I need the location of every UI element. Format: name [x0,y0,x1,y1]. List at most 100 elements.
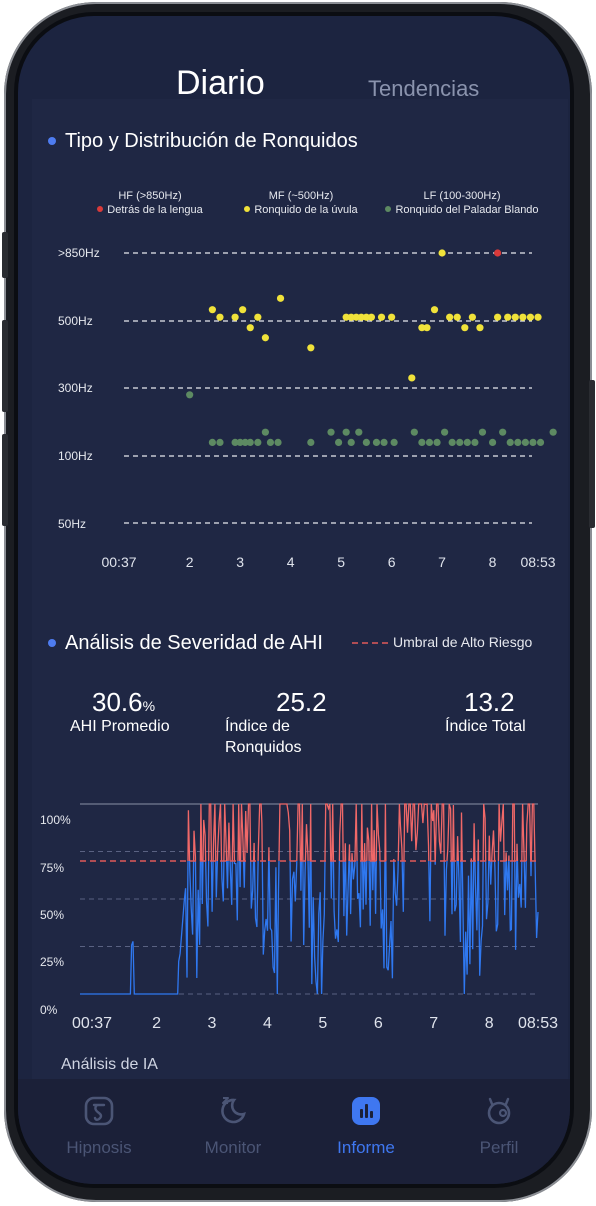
scatter-point [239,306,247,314]
snore-scatter-chart [124,249,557,524]
report-card: Tipo y Distribución de Ronquidos HF (>85… [32,99,568,1079]
scatter-point [327,428,335,436]
hypnosis-icon [84,1096,114,1126]
scatter-point [216,438,224,446]
nav-hypnosis[interactable]: Hipnosis [49,1095,149,1158]
scatter-point [390,438,398,446]
scatter-point [352,313,360,321]
snore-x-tick: 08:53 [520,554,556,570]
scatter-point [307,438,315,446]
scatter-point [418,438,426,446]
scatter-point [357,313,365,321]
scatter-point [438,249,446,257]
ahi-severity-chart [80,803,539,995]
legend-hf-band: HF (>850Hz) [118,190,182,202]
scatter-point [433,438,441,446]
scatter-point [347,313,355,321]
moon-sleep-icon [221,1097,246,1124]
scatter-point [347,438,355,446]
scatter-point [430,306,439,314]
scatter-point [208,306,216,314]
scatter-point [362,438,370,446]
scatter-point [307,344,315,352]
legend-hf-swatch [97,206,104,212]
scatter-point [408,374,416,382]
scatter-point [246,438,254,446]
scatter-point [519,313,527,321]
top-tab-bar: Diario Tendencias [18,46,570,116]
legend-hf: HF (>850Hz) Detrás de la lengua [86,189,214,217]
scatter-point [453,313,461,321]
scatter-point [446,313,454,321]
stat-ahi-avg-label: AHI Promedio [70,718,170,735]
scatter-point [246,324,254,332]
scatter-point [216,313,224,321]
snore-x-tick: 6 [387,554,396,570]
scatter-point [463,438,471,446]
ahi-y-100: 100% [40,813,71,827]
nav-report-label: Informe [337,1138,395,1157]
scatter-point [274,438,282,446]
nav-hypnosis-label: Hipnosis [66,1138,132,1157]
scatter-point [511,313,519,321]
stat-snore-index-label: Índice de Ronquidos [225,718,302,756]
scatter-point [380,438,388,446]
nav-monitor[interactable]: Monitor [183,1095,283,1158]
ahi-series-normal [80,861,539,995]
threshold-legend-label: Umbral de Alto Riesgo [393,634,533,650]
ahi-y-25: 25% [40,955,65,969]
tab-trends[interactable]: Tendencias [368,76,480,101]
legend-mf: MF (~500Hz) Ronquido de la úvula [237,189,365,217]
stat-total-index-value: 13.2 [464,687,515,717]
side-button-volume-up [2,320,8,412]
ahi-y-50: 50% [40,908,65,922]
snore-section-title: Tipo y Distribución de Ronquidos [65,130,358,152]
nav-monitor-label: Monitor [204,1138,262,1157]
scatter-point [377,313,386,321]
freq-label-300: 300Hz [58,381,93,395]
freq-label-850: >850Hz [58,246,100,260]
side-button-power [589,380,595,528]
scatter-point [418,324,426,332]
scatter-point [526,313,535,321]
scatter-point [241,438,249,446]
scatter-point [476,324,484,332]
scatter-point [342,313,350,321]
scatter-point [261,334,269,342]
nav-profile[interactable]: Perfil [449,1095,549,1158]
tab-daily[interactable]: Diario [176,64,265,102]
scatter-point [208,438,216,446]
ai-analysis-label[interactable]: Análisis de IA [61,1056,158,1073]
ahi-x-tick: 8 [484,1015,494,1032]
side-button-volume-down [2,434,8,526]
scatter-point [478,428,487,436]
scatter-point [514,438,522,446]
side-button-action [2,232,8,278]
ahi-x-tick: 7 [429,1015,439,1032]
scatter-point [372,438,381,446]
snore-x-tick: 8 [488,554,497,570]
scatter-point [276,294,285,302]
scatter-point [468,313,476,321]
scatter-point [494,313,502,321]
scatter-point [342,428,350,436]
ahi-x-tick: 5 [318,1015,328,1032]
scatter-point [471,438,479,446]
scatter-point [534,313,542,321]
section-bullet [48,137,56,145]
nav-profile-label: Perfil [479,1138,519,1157]
ahi-x-tick: 08:53 [517,1015,559,1032]
scatter-point [186,391,194,399]
nav-report[interactable]: Informe [316,1095,416,1158]
scatter-point [536,438,545,446]
scatter-point [254,313,262,321]
scatter-point [367,313,376,321]
scatter-point [506,438,514,446]
scatter-point [388,313,396,321]
snore-x-tick: 4 [286,554,295,570]
scatter-point [236,438,244,446]
legend-hf-label: Detrás de la lengua [107,204,203,216]
ahi-y-75: 75% [40,861,65,875]
scatter-point [231,438,239,446]
legend-mf-swatch [244,206,251,212]
